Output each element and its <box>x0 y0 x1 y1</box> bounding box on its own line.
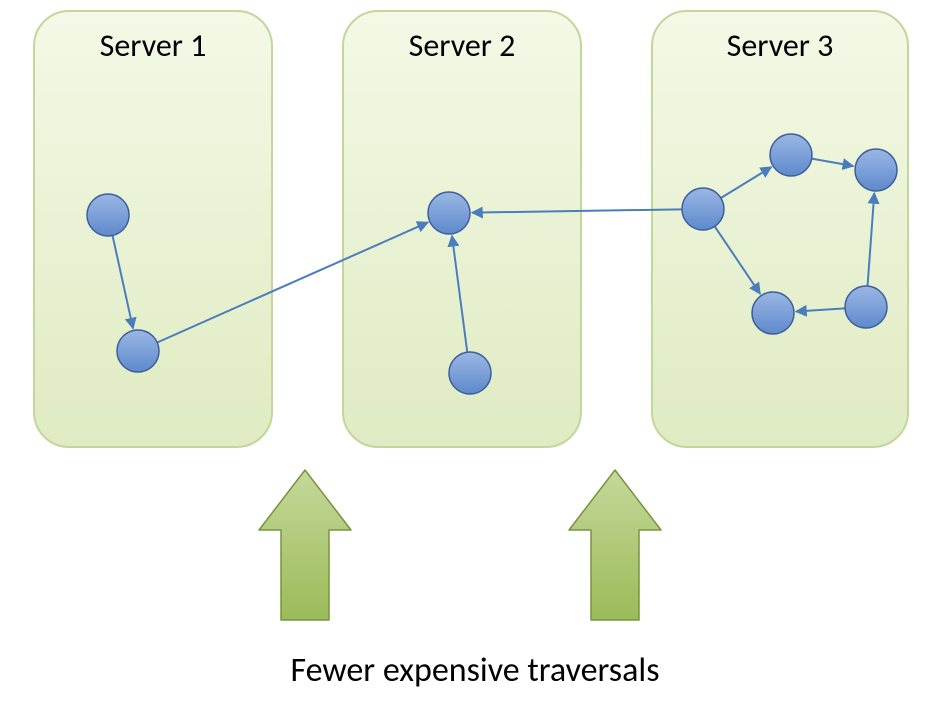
arrow-right-icon <box>569 470 661 620</box>
caption: Fewer expensive traversals <box>250 650 700 691</box>
panel-server1-title: Server 1 <box>35 26 271 65</box>
panel-server2: Server 2 <box>342 10 582 448</box>
panel-server1: Server 1 <box>33 10 273 448</box>
diagram-stage: Server 1 Server 2 Server 3 Fewer expensi… <box>0 0 946 721</box>
big-arrows-group <box>259 470 661 620</box>
panel-server3: Server 3 <box>651 10 909 448</box>
arrow-left-icon <box>259 470 351 620</box>
panel-server2-title: Server 2 <box>344 26 580 65</box>
panel-server3-title: Server 3 <box>653 26 907 65</box>
